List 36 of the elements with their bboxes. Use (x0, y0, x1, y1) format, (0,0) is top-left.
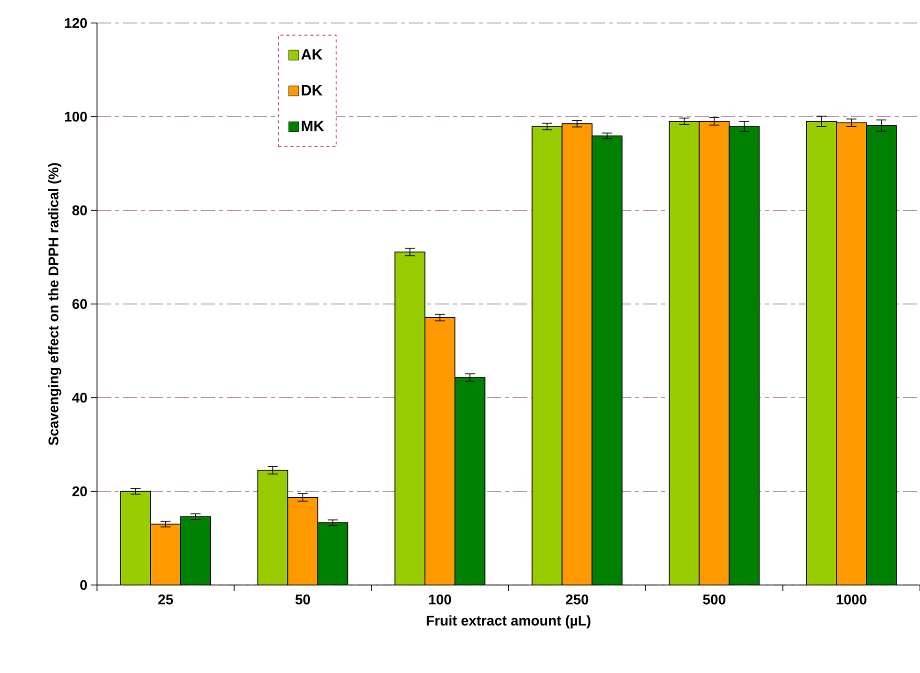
bar (806, 120, 837, 585)
x-tick-label: 25 (158, 594, 173, 604)
y-tick-label: 40 (72, 392, 87, 403)
y-tick-label: 20 (72, 486, 87, 496)
bar (729, 126, 760, 585)
y-tick-label: 80 (72, 205, 87, 216)
bar (592, 136, 622, 585)
bar (258, 470, 288, 585)
bar (120, 491, 151, 585)
bar (288, 497, 318, 585)
bar (699, 121, 730, 585)
y-tick-label: 0 (80, 580, 87, 590)
bar (180, 516, 211, 585)
bar (424, 318, 455, 585)
legend-label: DK (302, 85, 322, 96)
bar (669, 121, 700, 585)
x-tick-label: 500 (703, 594, 726, 604)
bar (454, 378, 485, 585)
x-tick-label: 50 (295, 594, 310, 604)
x-tick-label: 1000 (836, 594, 866, 604)
legend-label: AK (301, 49, 322, 60)
y-tick-label: 120 (64, 18, 87, 28)
y-axis-title: Scavenging effect on the DPPH radical (%) (48, 163, 62, 446)
x-axis-title: Fruit extract amount (µL) (426, 615, 590, 628)
y-tick-label: 100 (64, 112, 87, 122)
bar (150, 524, 181, 585)
x-tick-label: 250 (566, 594, 588, 604)
bar (532, 126, 562, 585)
bar (866, 125, 897, 585)
x-tick-label: 100 (429, 594, 452, 604)
bar (318, 522, 348, 585)
legend-label: MK (302, 120, 324, 132)
bar (394, 252, 425, 585)
y-tick-label: 60 (72, 299, 87, 309)
bar (836, 122, 867, 585)
bar (562, 124, 592, 585)
